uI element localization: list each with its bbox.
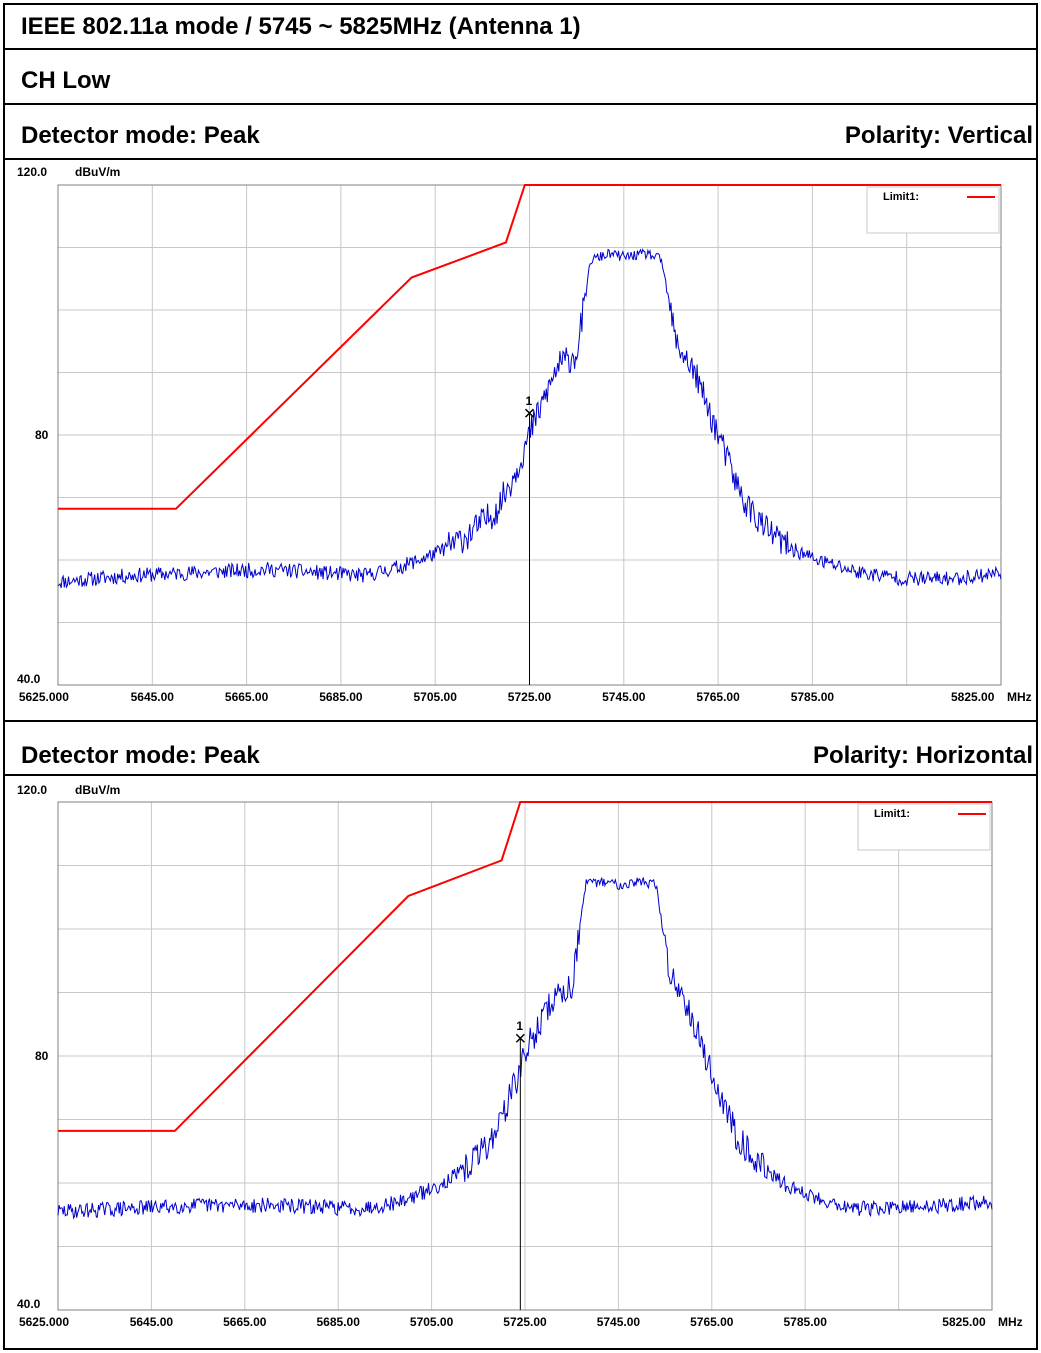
- x-tick-label: 5785.00: [791, 690, 835, 704]
- x-tick-label: 5765.00: [696, 690, 740, 704]
- limit-line: [58, 801, 992, 1132]
- x-tick-label: 5645.00: [131, 690, 175, 704]
- x-tick-label: 5645.00: [130, 1315, 174, 1329]
- y-axis-unit-label: dBuV/m: [75, 165, 120, 179]
- x-tick-label: 5685.00: [317, 1315, 361, 1329]
- panel-2-plot-area: 120.0 80 40.0 dBuV/m 5625.000 5645.00 5665.00 5…: [5, 780, 1036, 1345]
- panel-2-detector-label: Detector mode: Peak: [21, 742, 260, 769]
- y-axis-unit-label: dBuV/m: [75, 783, 120, 797]
- header-title-row: IEEE 802.11a mode / 5745 ~ 5825MHz (Ante…: [3, 3, 1038, 50]
- x-tick-label: 5685.00: [319, 690, 363, 704]
- panel-1-chart: 120.0 80 40.0 dBuV/m 5625.000 5645.00 5665.00 5…: [17, 165, 1032, 704]
- panel-1-plot-area: 120.0 80 40.0 dBuV/m 5625.000 5645.00 5665.00 5…: [5, 162, 1036, 720]
- y-tick-label: 80: [35, 1049, 49, 1063]
- legend-entry-label: Limit1:: [874, 808, 910, 820]
- panel-1-polarity-label: Polarity: Vertical: [844, 122, 1033, 149]
- legend-box: [866, 186, 1000, 234]
- x-tick-label: 5745.00: [602, 690, 646, 704]
- marker-cross-icon: [524, 408, 535, 418]
- x-tick-label: 5665.00: [225, 690, 269, 704]
- x-tick-label: 5825.00: [951, 690, 995, 704]
- page-frame: [3, 3, 1038, 1350]
- marker-label: 1: [516, 1019, 523, 1033]
- panel-2-polarity-label: Polarity: Horizontal: [812, 742, 1033, 769]
- y-tick-label: 40.0: [17, 1297, 41, 1311]
- panel-2-info-row: Detector mode: Peak Polarity: Horizontal: [3, 720, 1038, 776]
- header-title: IEEE 802.11a mode / 5745 ~ 5825MHz (Ante…: [21, 13, 581, 40]
- x-tick-label: 5705.00: [414, 690, 458, 704]
- x-axis-unit-label: MHz: [998, 1315, 1023, 1329]
- x-tick-label: 5745.00: [597, 1315, 641, 1329]
- x-axis-unit-label: MHz: [1007, 690, 1032, 704]
- marker-label: 1: [526, 394, 533, 408]
- legend-entry-label: Limit1:: [883, 191, 919, 203]
- x-tick-label: 5625.000: [19, 1315, 69, 1329]
- x-tick-label: 5665.00: [223, 1315, 267, 1329]
- x-tick-label: 5825.00: [942, 1315, 986, 1329]
- marker-cross-icon: [515, 1033, 525, 1043]
- x-tick-label: 5785.00: [784, 1315, 828, 1329]
- legend-box: [857, 803, 991, 851]
- limit-line: [58, 184, 1001, 510]
- panel-1-detector-label: Detector mode: Peak: [21, 122, 260, 149]
- panel-1-info-row: Detector mode: Peak Polarity: Vertical: [3, 105, 1038, 160]
- x-tick-label: 5725.00: [508, 690, 552, 704]
- measured-trace: [57, 877, 993, 1220]
- x-tick-label: 5725.00: [503, 1315, 547, 1329]
- y-tick-label: 40.0: [17, 672, 41, 686]
- x-tick-label: 5625.000: [19, 690, 69, 704]
- x-tick-label: 5705.00: [410, 1315, 454, 1329]
- channel-row: CH Low: [3, 50, 1038, 105]
- channel-label: CH Low: [21, 67, 111, 94]
- x-tick-label: 5765.00: [690, 1315, 734, 1329]
- y-tick-label: 120.0: [17, 783, 47, 797]
- panel-2-chart: 120.0 80 40.0 dBuV/m 5625.000 5645.00 5665.00 5…: [17, 783, 1023, 1329]
- y-tick-label: 120.0: [17, 165, 47, 179]
- y-tick-label: 80: [35, 428, 49, 442]
